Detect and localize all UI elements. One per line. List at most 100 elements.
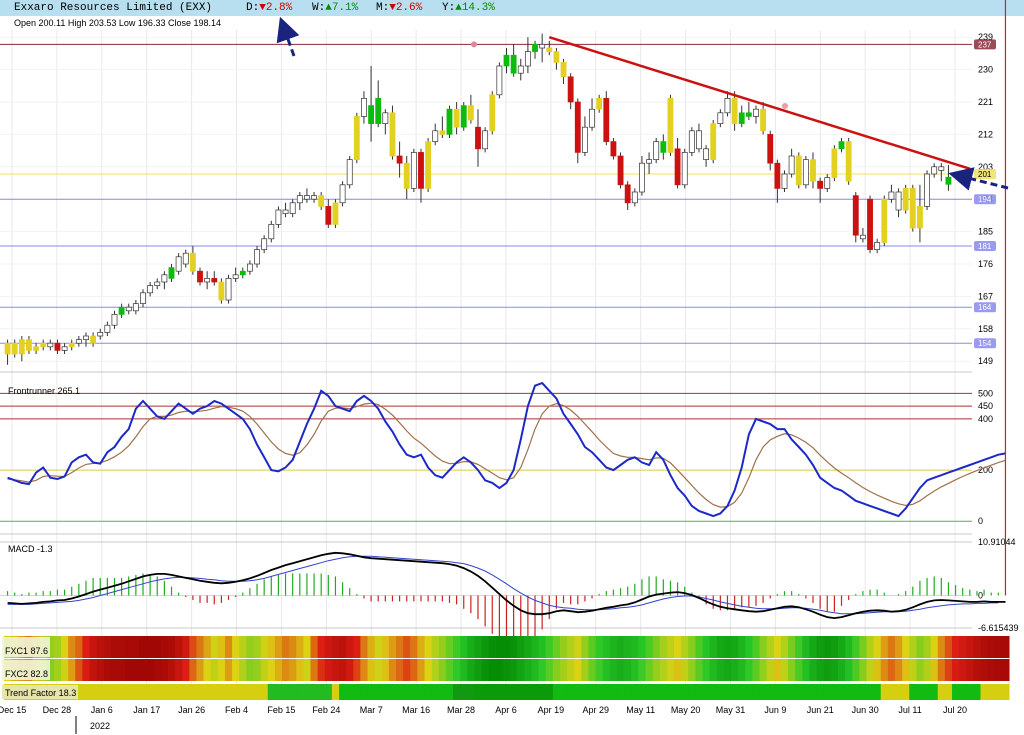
heatmap-cell [759, 659, 768, 681]
trend-factor-cell [952, 684, 960, 700]
price-tick-label: 167 [978, 291, 993, 301]
trend-factor-cell [759, 684, 768, 700]
heatmap-cell [602, 636, 611, 658]
trend-factor-cell [396, 684, 404, 700]
heatmap-cell [339, 659, 347, 681]
trend-factor-cell [445, 684, 454, 700]
heatmap-cell [125, 659, 133, 681]
trend-factor-cell [852, 684, 860, 700]
heatmap-cell [239, 636, 247, 658]
date-tick-label: Jun 21 [807, 705, 834, 715]
heatmap-cell [602, 659, 611, 681]
level-tag-label: 194 [978, 195, 992, 204]
heatmap-cell [731, 659, 739, 681]
price-tick-label: 158 [978, 324, 993, 334]
heatmap-cell [588, 636, 597, 658]
candle-body [560, 62, 567, 78]
trend-factor-cell [745, 684, 753, 700]
trend-factor-cell [517, 684, 525, 700]
heatmap-cell [274, 659, 283, 681]
heatmap-cell [196, 636, 205, 658]
title-bar: Exxaro Resources Limited (EXX) D:▼2.8% W… [0, 0, 1024, 16]
heatmap-panes[interactable]: FXC1 87.6 FXC2 82.8 Trend Factor 18.3 [2, 636, 1010, 700]
heatmap-cell [944, 636, 953, 658]
heatmap-cell [524, 659, 532, 681]
year-label: 2022 [90, 721, 110, 731]
frontrunner-series-line [7, 402, 1006, 508]
heatmap-cell [224, 659, 233, 681]
candle-body [368, 105, 374, 124]
candle-body [703, 148, 710, 160]
heatmap-cell [524, 636, 532, 658]
heatmap-cell [638, 659, 647, 681]
trend-factor-cell [267, 684, 276, 700]
candle-body [182, 252, 189, 265]
heatmap-cell [780, 636, 789, 658]
candle-body [546, 47, 553, 52]
candle-body [111, 314, 118, 326]
heatmap-cell [189, 636, 197, 658]
date-tick-label: Jul 20 [943, 705, 967, 715]
trend-factor-cell [887, 684, 896, 700]
trend-factor-cell [324, 684, 333, 700]
trend-factor-cell [830, 684, 839, 700]
price-pane[interactable]: 239 230 221 212 203 194 185 176 167 158 149 237 201 1… [0, 32, 996, 373]
heatmap-cell [559, 659, 568, 681]
heatmap-cell [681, 659, 689, 681]
frontrunner-tick-label: 200 [978, 465, 993, 475]
level-anchor-dot [782, 103, 788, 109]
heatmap-cell [788, 636, 796, 658]
heatmap-cell [959, 659, 967, 681]
candle-body [489, 94, 496, 132]
heatmap-cell [716, 659, 725, 681]
candle-body [795, 155, 802, 186]
candle-body [717, 112, 724, 124]
heatmap-cell [709, 659, 718, 681]
frontrunner-tick-label: 400 [978, 414, 993, 424]
trend-factor-cell [866, 684, 875, 700]
candle-body [802, 159, 809, 186]
heatmap-cell [303, 636, 311, 658]
trend-factor-cell [666, 684, 675, 700]
heatmap-cell [581, 636, 589, 658]
frontrunner-pane[interactable]: 500 450 400 200 0 Frontrunner 265.1 [0, 381, 1006, 535]
candle-body [838, 141, 845, 150]
heatmap-cell [417, 636, 426, 658]
trend-factor-cell [966, 684, 974, 700]
candle-body [524, 51, 531, 67]
date-tick-label: Jan 6 [91, 705, 113, 715]
level-tag-label: 201 [978, 170, 992, 179]
price-tick-label: 203 [978, 162, 993, 172]
trend-factor-cell [217, 684, 226, 700]
trend-factor-cell [360, 684, 369, 700]
candle-body [767, 134, 774, 164]
trend-factor-cell [973, 684, 982, 700]
date-tick-label: Feb 24 [312, 705, 340, 715]
heatmap-cell [702, 636, 711, 658]
trend-factor-cell [253, 684, 262, 700]
candle-body [831, 148, 838, 178]
heatmap-cell [403, 659, 411, 681]
heatmap-cell [460, 659, 468, 681]
candle-body [26, 339, 32, 351]
heatmap-cell [224, 636, 233, 658]
heatmap-cell [830, 659, 839, 681]
heatmap-cell [631, 659, 639, 681]
heatmap-cell [930, 659, 939, 681]
heatmap-cell [738, 659, 746, 681]
heatmap-cell [210, 659, 219, 681]
heatmap-cell [53, 659, 62, 681]
trend-factor-cell [809, 684, 818, 700]
heatmap-cell [246, 636, 254, 658]
heatmap-cell [545, 636, 554, 658]
date-tick-label: Apr 29 [582, 705, 609, 715]
candle-body [154, 281, 161, 286]
heatmap-cell [773, 636, 782, 658]
trend-factor-cell [923, 684, 932, 700]
macd-pane[interactable]: 10.91044 0 -6.615439 MACD -1.3 [0, 0, 1019, 648]
heatmap-cell [139, 636, 148, 658]
candle-body [175, 256, 182, 272]
level-tag [974, 169, 996, 179]
heatmap-label-bg [2, 685, 78, 699]
